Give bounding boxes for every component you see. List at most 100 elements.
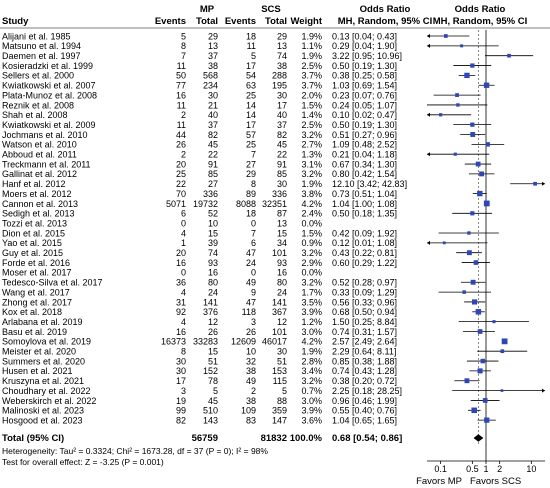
study-point <box>466 250 472 256</box>
study-point <box>480 358 486 364</box>
study-point <box>470 211 475 216</box>
study-or-ci: 0.33 [0.09; 1.29] <box>332 287 397 297</box>
study-total1: 26 <box>208 327 218 337</box>
study-name: Shah et al. 2008 <box>2 110 68 120</box>
study-events1: 92 <box>176 307 186 317</box>
study-total1: 82 <box>208 130 218 140</box>
study-point <box>507 53 511 58</box>
study-events1: 0 <box>181 268 186 278</box>
study-or-ci: 1.03 [0.69; 1.54] <box>332 81 397 91</box>
study-or-ci: 0.21 [0.04; 1.18] <box>332 150 397 160</box>
study-weight: 3.7% <box>301 81 322 91</box>
ci-arrow-left <box>427 34 430 38</box>
study-or-ci: 12.10 [3.42; 42.83] <box>332 179 407 189</box>
study-weight: 2.9% <box>301 258 322 268</box>
total-n2: 81832 <box>261 433 287 444</box>
study-or-ci: 0.23 [0.07; 0.76] <box>332 90 397 100</box>
group1-header: MP <box>200 4 215 15</box>
col-events2: Events <box>225 16 256 27</box>
study-total1: 568 <box>203 71 218 81</box>
study-or-ci: 0.38 [0.25; 0.58] <box>332 71 397 81</box>
ci-arrow-left <box>427 152 430 157</box>
study-point <box>442 241 446 245</box>
study-total1: 78 <box>208 376 218 386</box>
study-events2: 18 <box>246 209 256 219</box>
study-total2: 5 <box>282 386 287 396</box>
col-total2: Total <box>265 16 287 27</box>
study-point <box>456 103 460 107</box>
study-weight: 3.2% <box>301 130 322 140</box>
study-weight: 2.4% <box>301 209 322 219</box>
study-name: Cannon et al. 2013 <box>2 199 78 209</box>
study-total1: 15 <box>208 347 218 357</box>
study-total1: 141 <box>203 297 218 307</box>
study-point <box>477 190 483 197</box>
study-total2: 85 <box>277 169 287 179</box>
study-name: Husen et al. 2021 <box>2 366 73 376</box>
study-name: Abboud et al. 2011 <box>2 150 77 160</box>
study-point <box>501 338 508 345</box>
study-total2: 29 <box>277 31 287 41</box>
study-or-ci: 1.04 [0.65; 1.65] <box>332 415 397 425</box>
study-total1: 91 <box>208 159 218 169</box>
study-total2: 16 <box>277 268 287 278</box>
study-weight: 3.9% <box>301 307 322 317</box>
study-events2: 38 <box>246 396 256 406</box>
study-total1: 376 <box>203 307 218 317</box>
study-total2: 288 <box>272 71 287 81</box>
study-total2: 91 <box>277 159 287 169</box>
study-events2: 12609 <box>231 337 256 347</box>
study-point <box>482 398 488 403</box>
study-weight: 0.0% <box>301 218 322 228</box>
study-total1: 33283 <box>193 337 218 347</box>
study-point <box>484 417 490 423</box>
study-name: Kosieradzki et al. 1999 <box>2 61 93 71</box>
study-events2: 29 <box>246 169 256 179</box>
study-total2: 336 <box>272 189 287 199</box>
study-total2: 30 <box>277 90 287 100</box>
study-events2: 47 <box>246 248 256 258</box>
study-weight: 3.7% <box>301 71 322 81</box>
study-events1: 11 <box>177 61 186 71</box>
study-events1: 5 <box>181 31 186 41</box>
study-total2: 45 <box>277 140 287 150</box>
study-point <box>470 63 475 68</box>
study-name: Alijani et al. 1985 <box>2 31 71 41</box>
study-total1: 51 <box>208 356 218 366</box>
study-total2: 13 <box>277 41 287 51</box>
study-total1: 27 <box>208 179 218 189</box>
study-or-ci: 0.52 [0.28; 0.97] <box>332 278 397 288</box>
study-point <box>483 200 490 207</box>
study-events1: 30 <box>176 356 186 366</box>
study-events2: 118 <box>242 307 256 317</box>
study-point <box>533 181 537 186</box>
study-events1: 2 <box>181 110 186 120</box>
study-events2: 6 <box>251 238 256 248</box>
favors-right-label: Favors SCS <box>470 476 521 487</box>
study-or-ci: 0.56 [0.33; 0.96] <box>332 297 397 307</box>
study-events2: 25 <box>246 140 256 150</box>
study-point <box>473 260 479 265</box>
study-weight: 1.5% <box>301 100 322 110</box>
study-events2: 26 <box>246 327 256 337</box>
study-total1: 19732 <box>193 199 218 209</box>
study-events2: 10 <box>246 347 256 357</box>
study-or-ci: 0.50 [0.18; 1.35] <box>332 209 397 219</box>
study-total2: 101 <box>272 248 287 258</box>
study-total1: 85 <box>208 169 218 179</box>
study-total1: 21 <box>208 100 218 110</box>
study-name: Basu et al. 2019 <box>2 327 67 337</box>
study-or-ci: 0.80 [0.42; 1.54] <box>332 169 397 179</box>
study-or-ci: 2.29 [0.64; 8.11] <box>332 347 396 357</box>
or-plot-header-2: MH, Random, 95% CI <box>433 16 528 27</box>
study-total2: 195 <box>272 81 287 91</box>
study-weight: 3.4% <box>301 366 322 376</box>
study-events1: 0 <box>181 218 186 228</box>
study-total2: 30 <box>277 179 287 189</box>
study-total2: 13 <box>277 218 287 228</box>
study-name: Zhong et al. 2017 <box>2 297 72 307</box>
study-name: Kwiatkowski et al. 2007 <box>2 81 96 91</box>
study-or-ci: 0.10 [0.02; 0.47] <box>332 110 397 120</box>
study-point <box>500 349 505 354</box>
